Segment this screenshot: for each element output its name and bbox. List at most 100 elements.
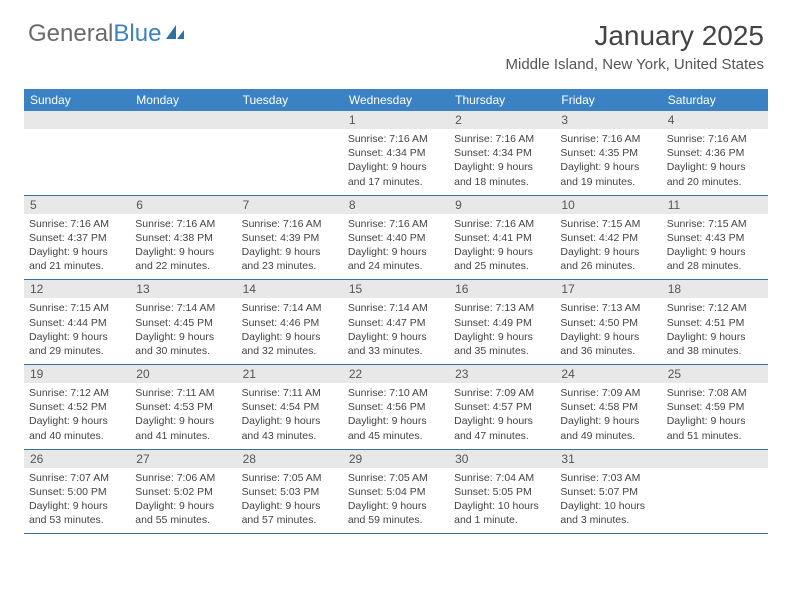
sunrise-text: Sunrise: 7:11 AM [242,386,338,400]
details-row: Sunrise: 7:15 AMSunset: 4:44 PMDaylight:… [24,298,768,364]
sunrise-text: Sunrise: 7:10 AM [348,386,444,400]
day-cell: Sunrise: 7:03 AMSunset: 5:07 PMDaylight:… [555,468,661,534]
day-cell: Sunrise: 7:09 AMSunset: 4:57 PMDaylight:… [449,383,555,449]
day-cell: Sunrise: 7:14 AMSunset: 4:47 PMDaylight:… [343,298,449,364]
day-number: 12 [24,280,130,298]
daylight-text: Daylight: 9 hours [454,414,550,428]
daylight-text-2: and 45 minutes. [348,429,444,443]
daylight-text: Daylight: 9 hours [135,330,231,344]
daylight-text: Daylight: 9 hours [135,245,231,259]
sunrise-text: Sunrise: 7:07 AM [29,471,125,485]
daynum-row: 262728293031 [24,450,768,468]
day-number [24,111,130,129]
col-sat: Saturday [662,89,768,111]
daylight-text: Daylight: 9 hours [242,330,338,344]
month-title: January 2025 [506,20,764,52]
sunrise-text: Sunrise: 7:12 AM [29,386,125,400]
daylight-text: Daylight: 9 hours [560,245,656,259]
daylight-text-2: and 33 minutes. [348,344,444,358]
sunset-text: Sunset: 4:52 PM [29,400,125,414]
sunrise-text: Sunrise: 7:08 AM [667,386,763,400]
details-row: Sunrise: 7:07 AMSunset: 5:00 PMDaylight:… [24,468,768,534]
sunrise-text: Sunrise: 7:05 AM [242,471,338,485]
day-number: 20 [130,365,236,383]
sunrise-text: Sunrise: 7:04 AM [454,471,550,485]
day-cell: Sunrise: 7:16 AMSunset: 4:36 PMDaylight:… [662,129,768,195]
sunset-text: Sunset: 5:05 PM [454,485,550,499]
sunrise-text: Sunrise: 7:03 AM [560,471,656,485]
day-number: 1 [343,111,449,129]
day-cell: Sunrise: 7:08 AMSunset: 4:59 PMDaylight:… [662,383,768,449]
sunset-text: Sunset: 4:37 PM [29,231,125,245]
sunrise-text: Sunrise: 7:11 AM [135,386,231,400]
day-number: 18 [662,280,768,298]
daylight-text-2: and 3 minutes. [560,513,656,527]
week-block: 1234Sunrise: 7:16 AMSunset: 4:34 PMDayli… [24,111,768,196]
sunrise-text: Sunrise: 7:15 AM [560,217,656,231]
sunrise-text: Sunrise: 7:09 AM [454,386,550,400]
day-number: 11 [662,196,768,214]
weeks-container: 1234Sunrise: 7:16 AMSunset: 4:34 PMDayli… [24,111,768,534]
sunrise-text: Sunrise: 7:16 AM [454,132,550,146]
col-fri: Friday [555,89,661,111]
sunset-text: Sunset: 4:38 PM [135,231,231,245]
day-cell [130,129,236,195]
daylight-text: Daylight: 9 hours [29,414,125,428]
daylight-text-2: and 59 minutes. [348,513,444,527]
day-cell: Sunrise: 7:16 AMSunset: 4:39 PMDaylight:… [237,214,343,280]
sunrise-text: Sunrise: 7:15 AM [667,217,763,231]
daylight-text-2: and 28 minutes. [667,259,763,273]
day-number: 3 [555,111,661,129]
day-number: 28 [237,450,343,468]
day-cell: Sunrise: 7:16 AMSunset: 4:41 PMDaylight:… [449,214,555,280]
daylight-text: Daylight: 9 hours [667,414,763,428]
daynum-row: 12131415161718 [24,280,768,298]
day-number: 4 [662,111,768,129]
daylight-text: Daylight: 9 hours [29,330,125,344]
day-cell: Sunrise: 7:09 AMSunset: 4:58 PMDaylight:… [555,383,661,449]
day-number: 16 [449,280,555,298]
sunrise-text: Sunrise: 7:14 AM [135,301,231,315]
sunset-text: Sunset: 5:00 PM [29,485,125,499]
details-row: Sunrise: 7:16 AMSunset: 4:34 PMDaylight:… [24,129,768,195]
daylight-text-2: and 17 minutes. [348,175,444,189]
weekday-header: Sunday Monday Tuesday Wednesday Thursday… [24,89,768,111]
sunset-text: Sunset: 4:47 PM [348,316,444,330]
col-mon: Monday [130,89,236,111]
week-block: 262728293031Sunrise: 7:07 AMSunset: 5:00… [24,450,768,535]
day-cell: Sunrise: 7:13 AMSunset: 4:50 PMDaylight:… [555,298,661,364]
day-number: 6 [130,196,236,214]
sunset-text: Sunset: 4:57 PM [454,400,550,414]
sunrise-text: Sunrise: 7:12 AM [667,301,763,315]
daylight-text-2: and 40 minutes. [29,429,125,443]
sunrise-text: Sunrise: 7:05 AM [348,471,444,485]
day-number [662,450,768,468]
sunset-text: Sunset: 4:46 PM [242,316,338,330]
sunset-text: Sunset: 4:58 PM [560,400,656,414]
sunrise-text: Sunrise: 7:16 AM [667,132,763,146]
day-cell: Sunrise: 7:16 AMSunset: 4:34 PMDaylight:… [343,129,449,195]
daylight-text: Daylight: 9 hours [560,414,656,428]
daylight-text-2: and 29 minutes. [29,344,125,358]
day-cell: Sunrise: 7:15 AMSunset: 4:42 PMDaylight:… [555,214,661,280]
daylight-text-2: and 35 minutes. [454,344,550,358]
day-number: 23 [449,365,555,383]
daylight-text-2: and 41 minutes. [135,429,231,443]
daylight-text: Daylight: 9 hours [667,160,763,174]
logo: GeneralBlue [28,20,186,48]
day-number: 27 [130,450,236,468]
day-number: 22 [343,365,449,383]
sunset-text: Sunset: 4:42 PM [560,231,656,245]
details-row: Sunrise: 7:12 AMSunset: 4:52 PMDaylight:… [24,383,768,449]
day-number [237,111,343,129]
daylight-text: Daylight: 9 hours [135,499,231,513]
sunrise-text: Sunrise: 7:16 AM [348,132,444,146]
sunset-text: Sunset: 4:36 PM [667,146,763,160]
sunset-text: Sunset: 5:03 PM [242,485,338,499]
daylight-text: Daylight: 9 hours [135,414,231,428]
logo-text-2: Blue [113,20,161,48]
daylight-text: Daylight: 9 hours [29,499,125,513]
day-cell: Sunrise: 7:12 AMSunset: 4:51 PMDaylight:… [662,298,768,364]
header: GeneralBlue January 2025 Middle Island, … [0,0,792,81]
sunset-text: Sunset: 4:56 PM [348,400,444,414]
